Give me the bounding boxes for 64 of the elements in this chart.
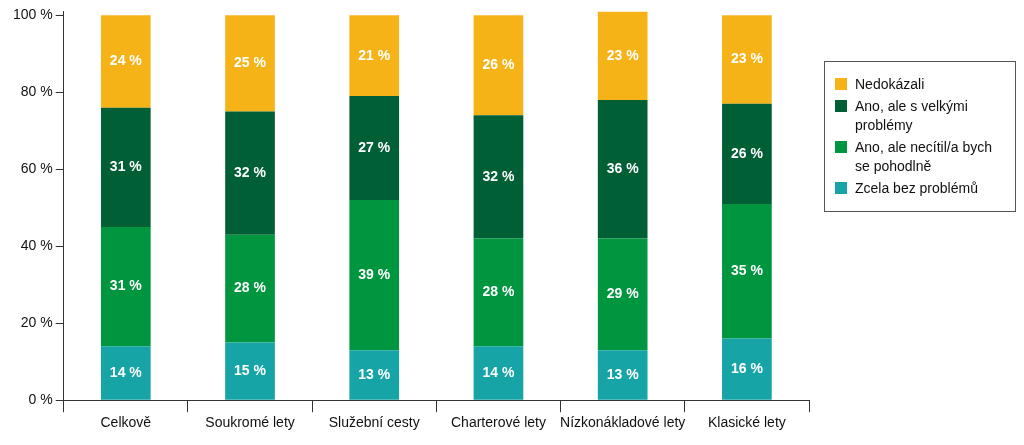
bar [473, 238, 524, 347]
x-tick-label: Nízkonákladové lety [560, 414, 686, 431]
data-label: 26 % [482, 56, 515, 73]
x-tick-label: Klasické lety [707, 414, 786, 431]
data-label: 32 % [234, 163, 267, 180]
data-label: 36 % [606, 160, 640, 177]
bar [349, 15, 400, 97]
bar [100, 15, 151, 108]
data-label: 14 % [109, 363, 143, 380]
data-label: 13 % [358, 365, 391, 382]
bar [100, 346, 151, 400]
data-label: 23 % [730, 50, 764, 67]
y-tick-label: 40 % [20, 237, 53, 254]
bar [225, 15, 275, 112]
data-label: 31 % [109, 158, 143, 175]
y-tick-label: 0 % [28, 391, 53, 408]
bar [597, 238, 648, 351]
bar [349, 200, 400, 351]
legend-label: Ano, ale s velkými problémy [855, 97, 969, 136]
bar [473, 15, 524, 116]
bar [722, 203, 772, 339]
data-label: 21 % [358, 46, 391, 63]
x-tick-label: Charterové lety [450, 414, 546, 431]
data-label: 13 % [606, 365, 640, 382]
data-label: 24 % [109, 52, 143, 69]
x-tick-label: Služební cesty [328, 414, 420, 431]
data-label: 28 % [234, 279, 267, 296]
data-label: 15 % [234, 361, 267, 378]
bar [225, 234, 275, 343]
bar [597, 99, 648, 239]
bar [722, 15, 772, 104]
data-label: 35 % [730, 262, 764, 279]
data-label: 29 % [606, 285, 640, 302]
data-label: 27 % [358, 138, 391, 155]
bar [722, 338, 772, 400]
y-tick-label: 80 % [20, 83, 53, 100]
y-tick-label: 60 % [20, 160, 53, 177]
legend-label: Zcela bez problémů [855, 179, 978, 199]
data-label: 14 % [482, 363, 515, 380]
data-label: 25 % [234, 54, 267, 71]
bar [349, 350, 400, 400]
data-label: 28 % [482, 283, 515, 300]
data-label: 39 % [358, 265, 391, 282]
x-tick-label: Soukromé lety [205, 414, 295, 431]
bar [597, 350, 648, 400]
bar [225, 111, 275, 235]
bar [473, 115, 524, 239]
bar [722, 103, 772, 204]
x-tick-label: Celkově [100, 414, 152, 431]
legend-label: Ano, ale necítil/a bych se pohodlně [855, 138, 993, 177]
data-label: 32 % [482, 167, 515, 184]
data-label: 26 % [730, 144, 764, 161]
data-label: 23 % [606, 46, 640, 63]
data-label: 16 % [730, 360, 764, 377]
data-label: 31 % [109, 277, 143, 294]
bar [349, 96, 400, 201]
bar [100, 226, 151, 347]
y-tick-label: 20 % [20, 314, 53, 331]
y-tick-label: 100 % [12, 6, 53, 23]
bar [597, 11, 648, 100]
legend-label: Nedokázali [855, 75, 925, 95]
bar [473, 346, 524, 400]
bar [225, 342, 275, 400]
bar [100, 107, 151, 227]
